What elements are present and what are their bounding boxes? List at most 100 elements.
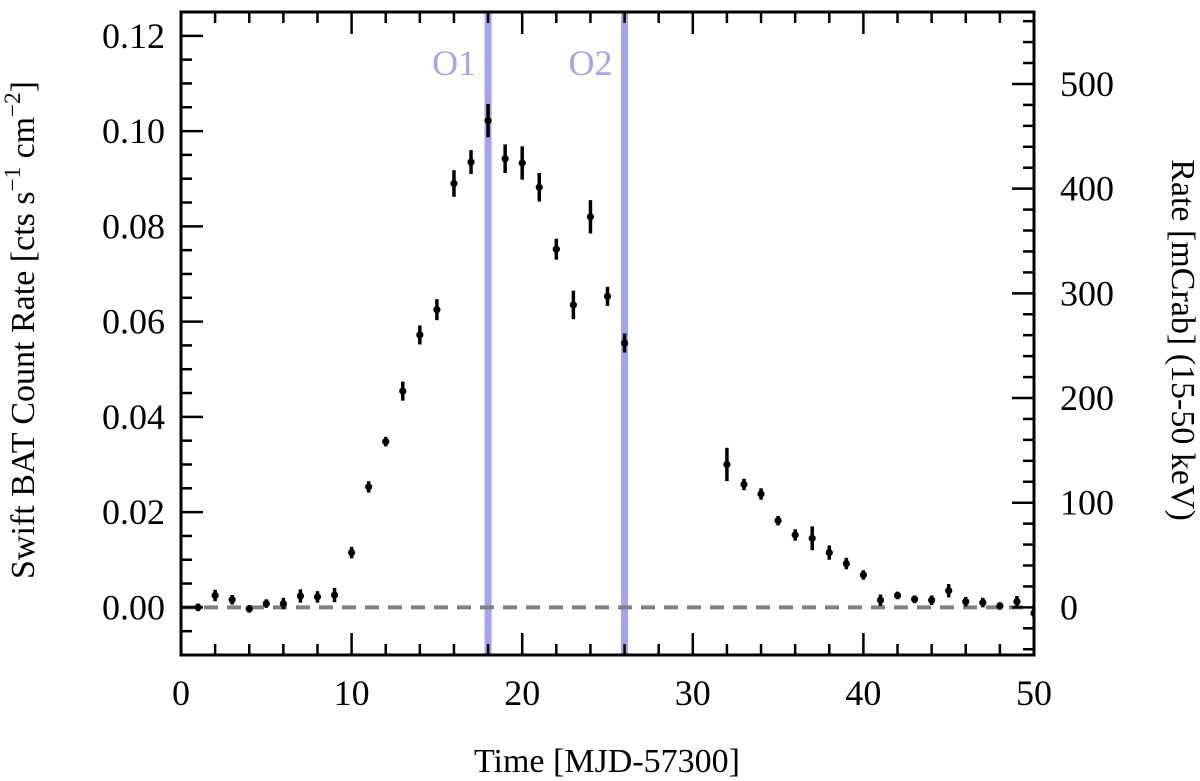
point-marker: [211, 591, 219, 600]
y-right-tick-label: 200: [1060, 378, 1114, 418]
data-point: [330, 587, 339, 603]
data-point: [842, 557, 850, 570]
point-marker: [399, 387, 407, 395]
data-point: [450, 170, 458, 197]
point-marker: [348, 548, 356, 557]
point-marker: [842, 559, 850, 568]
y-label-left-mid: cm: [5, 117, 42, 167]
data-point: [740, 478, 748, 491]
point-marker: [723, 460, 731, 469]
vertical-markers: [484, 12, 629, 655]
data-point: [467, 150, 475, 174]
point-marker: [1013, 598, 1021, 606]
point-marker: [279, 599, 287, 608]
data-point: [791, 529, 799, 541]
y-label-left-sup1: −1: [0, 167, 25, 191]
data-point: [723, 447, 731, 482]
data-point: [808, 526, 816, 551]
point-marker: [893, 591, 902, 600]
point-marker: [740, 480, 748, 489]
point-marker: [825, 548, 833, 557]
data-point: [399, 381, 407, 401]
y-axis-title-left: Swift BAT Count Rate [cts s−1 cm−2]: [0, 81, 42, 579]
point-marker: [774, 517, 782, 525]
point-marker: [467, 158, 475, 166]
y-right-tick-label: 0: [1060, 587, 1078, 627]
data-point: [416, 325, 424, 345]
y-left-tick-label: 0.10: [102, 111, 165, 151]
x-tick-label: 40: [845, 673, 881, 713]
point-marker: [620, 339, 629, 347]
point-marker: [791, 531, 799, 539]
x-tick-label: 30: [675, 673, 711, 713]
point-marker: [586, 213, 595, 221]
data-point: [586, 200, 595, 234]
vertical-marker-labels: O1 O2: [432, 43, 612, 83]
data-point: [211, 589, 219, 602]
x-tick-label: 50: [1016, 673, 1052, 713]
data-point: [228, 594, 236, 605]
data-point: [996, 602, 1004, 610]
data-point: [1013, 595, 1021, 608]
point-marker: [245, 605, 253, 613]
y-right-tick-label: 100: [1060, 483, 1114, 523]
point-marker: [603, 292, 612, 300]
data-point: [279, 597, 287, 610]
point-marker: [484, 116, 492, 125]
x-tick-label: 20: [504, 673, 540, 713]
data-point: [859, 570, 868, 580]
y-right-tick-label: 300: [1060, 273, 1114, 313]
point-marker: [518, 159, 526, 167]
point-marker: [535, 183, 543, 191]
data-point: [757, 488, 765, 500]
data-point: [535, 172, 543, 202]
data-point: [928, 595, 936, 605]
plot-frame: [179, 10, 1036, 657]
data-point: [825, 545, 833, 560]
data-point: [620, 333, 629, 353]
data-point: [603, 286, 612, 306]
y-left-tick-label: 0.02: [102, 492, 165, 532]
y-left-tick-label: 0.00: [102, 587, 165, 627]
point-marker: [808, 534, 816, 542]
marker-label-o1: O1: [432, 43, 476, 83]
point-marker: [296, 592, 305, 600]
point-marker: [962, 598, 970, 606]
point-marker: [757, 490, 765, 498]
point-marker: [382, 438, 390, 446]
y-label-left-sup2: −2: [0, 92, 25, 116]
point-marker: [330, 591, 339, 599]
marker-label-o2: O2: [569, 43, 613, 83]
point-marker: [416, 331, 424, 339]
y-left-tick-label: 0.12: [102, 16, 165, 56]
data-point: [296, 589, 305, 603]
data-point: [433, 299, 441, 321]
data-points: [194, 103, 1034, 618]
point-marker: [552, 245, 560, 253]
point-marker: [365, 483, 373, 491]
y-left-tick-label: 0.06: [102, 302, 165, 342]
y-left-tick-label: 0.04: [102, 397, 165, 437]
point-marker: [910, 595, 919, 603]
data-point: [382, 436, 390, 447]
y-axis-title-right: Rate [mCrab] (15-50 keV): [1164, 159, 1200, 521]
point-marker: [228, 596, 236, 604]
data-point: [945, 584, 953, 598]
point-marker: [996, 602, 1004, 610]
point-marker: [979, 599, 987, 607]
data-point: [313, 591, 322, 603]
data-point: [518, 146, 526, 180]
point-marker: [501, 155, 509, 163]
x-axis-title: Time [MJD-57300]: [474, 743, 740, 780]
data-point: [774, 515, 782, 526]
point-marker: [928, 596, 936, 604]
data-point: [876, 594, 885, 606]
x-tick-label: 10: [334, 673, 370, 713]
point-marker: [876, 596, 885, 604]
data-point: [979, 597, 987, 608]
data-point: [893, 591, 902, 600]
point-marker: [569, 301, 577, 309]
data-point: [501, 144, 509, 173]
data-point: [552, 238, 560, 260]
